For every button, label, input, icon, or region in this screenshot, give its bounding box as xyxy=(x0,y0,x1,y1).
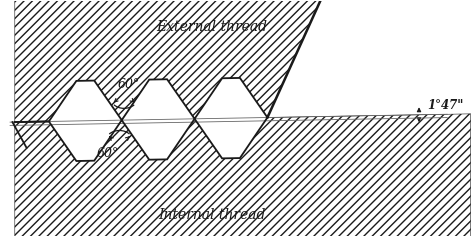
Polygon shape xyxy=(15,114,471,236)
Text: External thread: External thread xyxy=(157,20,268,34)
Text: 1°47": 1°47" xyxy=(428,99,464,112)
Polygon shape xyxy=(15,78,267,161)
Text: 60°: 60° xyxy=(97,147,119,160)
Polygon shape xyxy=(15,0,471,122)
Text: Internal thread: Internal thread xyxy=(158,208,266,222)
Text: 60°: 60° xyxy=(118,78,140,91)
